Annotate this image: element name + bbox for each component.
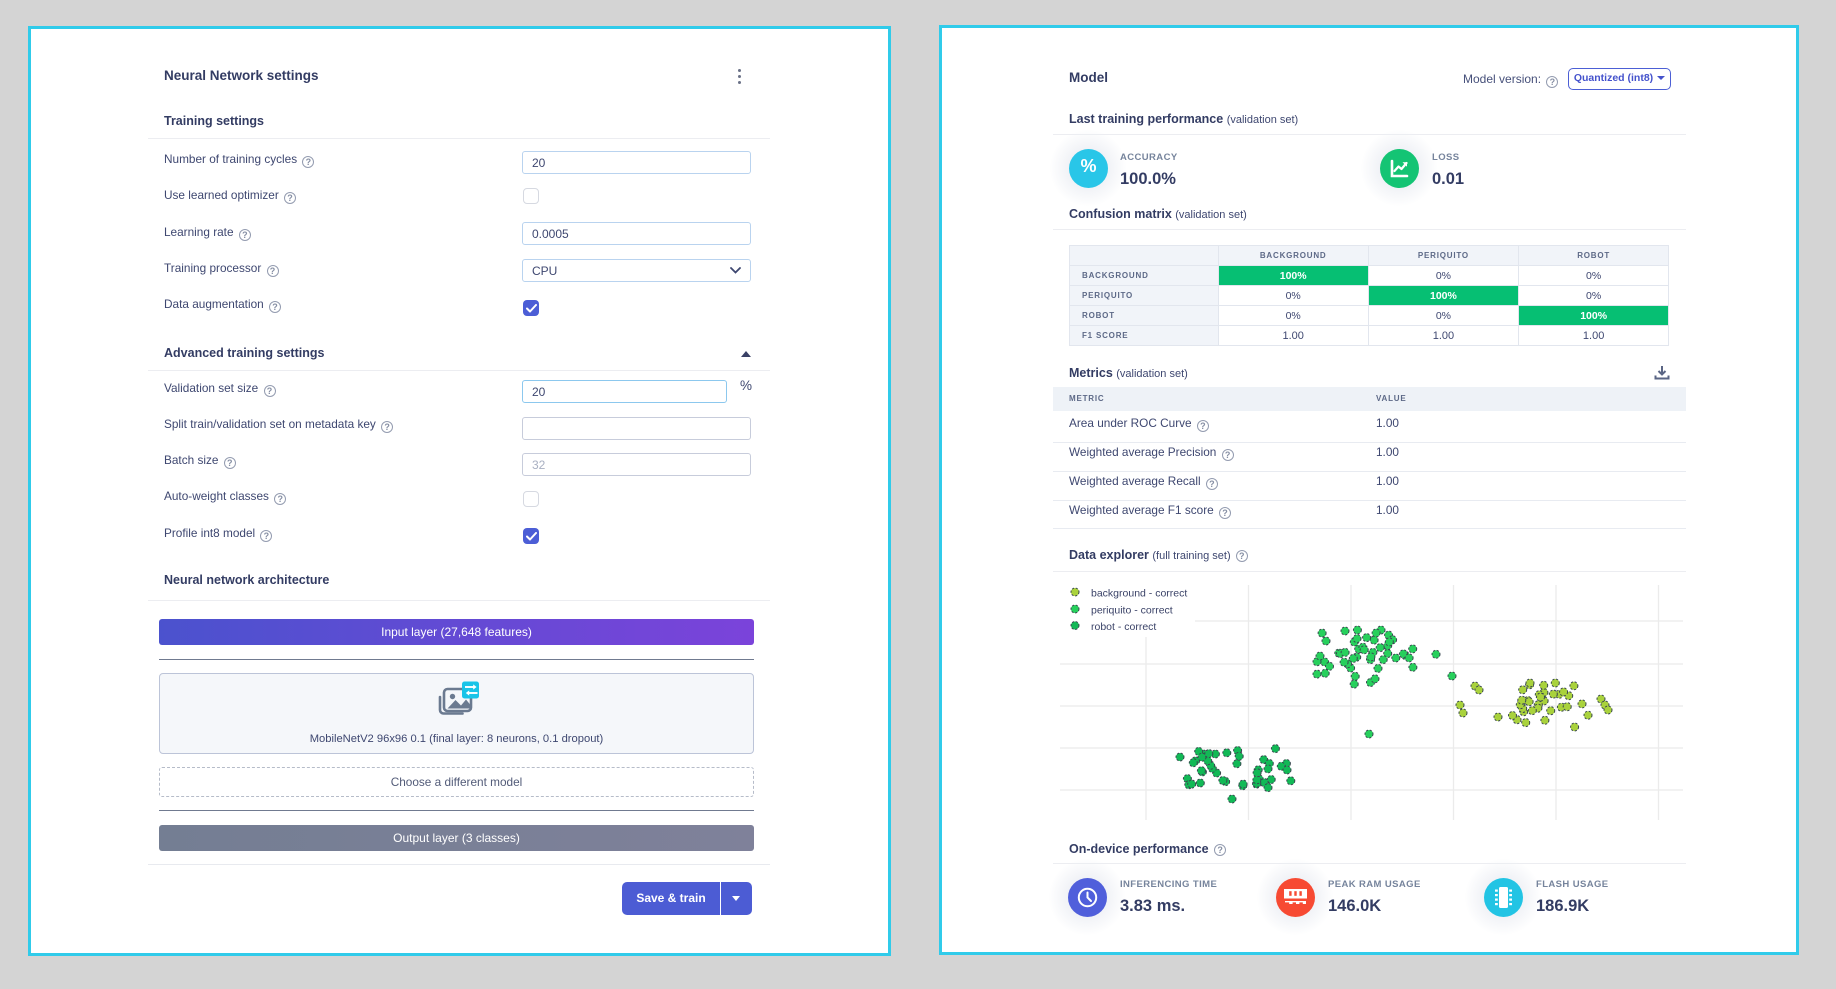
svg-text:periquito - correct: periquito - correct [1091,605,1173,617]
svg-text:robot - correct: robot - correct [1091,621,1156,633]
svg-text:background - correct: background - correct [1091,588,1187,600]
